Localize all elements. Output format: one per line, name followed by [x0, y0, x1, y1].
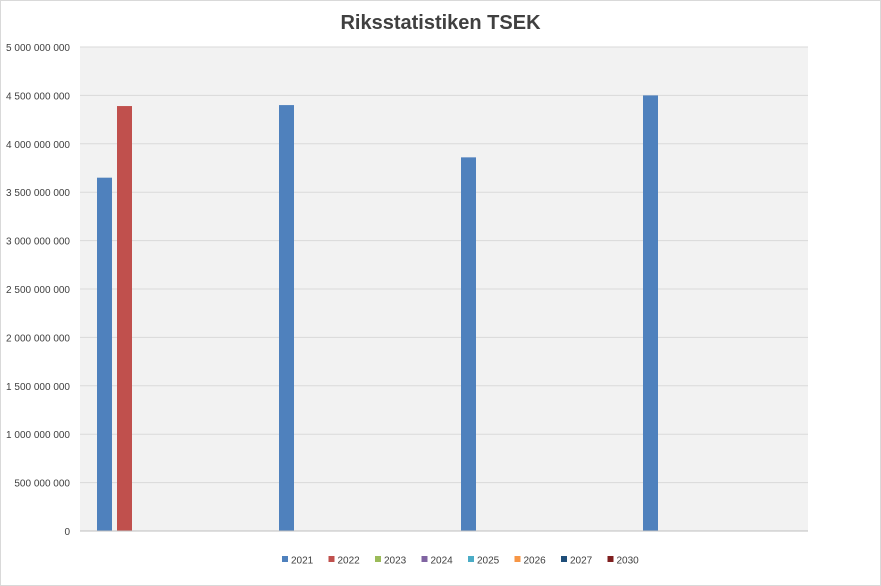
y-tick-label: 2 000 000 000: [6, 333, 70, 344]
y-tick-label: 3 000 000 000: [6, 237, 70, 248]
y-tick-label: 1 500 000 000: [6, 382, 70, 393]
y-tick-label: 4 500 000 000: [6, 91, 70, 102]
legend-label-2027: 2027: [570, 556, 593, 567]
y-tick-label: 3 500 000 000: [6, 188, 70, 199]
y-tick-label: 2 500 000 000: [6, 285, 70, 296]
bar-2021: [461, 157, 476, 532]
y-tick-label: 0: [64, 527, 70, 538]
legend-swatch-2027: [561, 556, 567, 562]
legend-swatch-2024: [421, 556, 428, 562]
legend-label-2026: 2026: [524, 556, 547, 567]
legend-label-2025: 2025: [477, 556, 500, 567]
legend-swatch-2021: [282, 556, 288, 562]
y-tick-label: 1 000 000 000: [6, 430, 70, 441]
bar-2022: [117, 106, 132, 531]
legend-label-2024: 2024: [431, 556, 454, 567]
y-tick-label: 500 000 000: [14, 479, 70, 490]
legend-swatch-2030: [607, 556, 614, 562]
chart-title: Riksstatistiken TSEK: [340, 12, 541, 34]
legend-label-2023: 2023: [384, 556, 407, 567]
y-tick-label: 4 000 000 000: [6, 140, 70, 151]
legend-swatch-2023: [375, 556, 381, 562]
bar-2021: [97, 177, 112, 531]
legend-label-2030: 2030: [617, 556, 640, 567]
legend-swatch-2022: [328, 556, 335, 562]
legend-swatch-2025: [468, 556, 474, 562]
y-tick-label: 5 000 000 000: [6, 43, 70, 54]
legend-label-2022: 2022: [338, 556, 361, 567]
legend-label-2021: 2021: [291, 556, 314, 567]
legend-swatch-2026: [514, 556, 521, 562]
bar-2021: [279, 105, 294, 531]
bar-2021: [643, 95, 658, 532]
